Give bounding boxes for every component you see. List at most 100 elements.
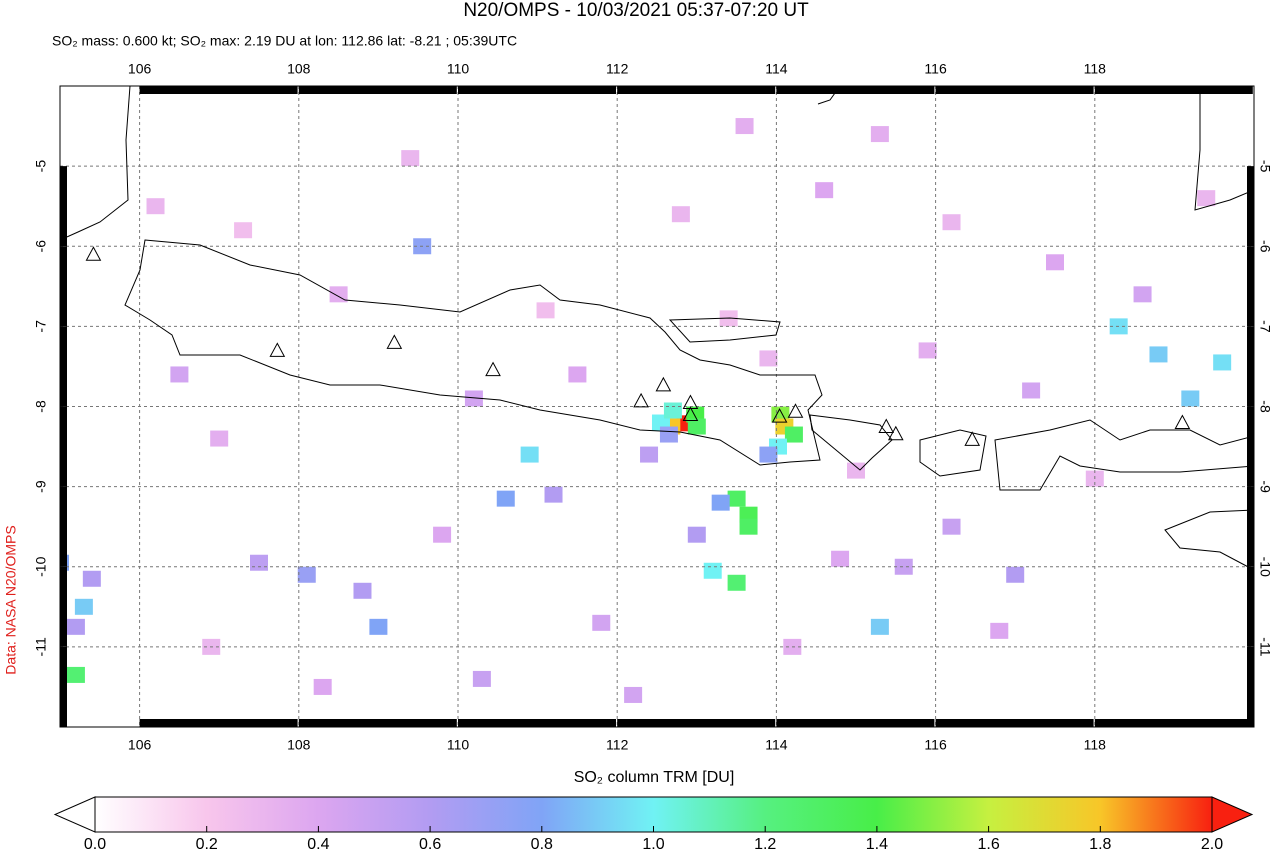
so2-cell [1197,190,1216,207]
axes-layer: 106 106 108 108 110 110 112 112 114 114 116 116 118 1… [33,61,1272,753]
x-tick-mark [1094,719,1253,727]
colorbar-tick-label: 0.8 [531,836,553,853]
y-tick-mark [60,246,67,327]
so2-cell [687,418,706,435]
y-tick-label: -10 [1257,557,1272,577]
colorbar-tick-label: 1.6 [977,836,999,853]
so2-cell [1181,390,1200,407]
y-tick-label: -8 [1257,400,1272,413]
x-tick-mark [458,86,616,94]
coast-sumbawa [994,419,1254,491]
so2-cell [329,286,348,303]
so2-cell [640,446,659,463]
x-tick-label: 112 [606,737,629,753]
colorbar-tick-label: 0.4 [307,836,329,853]
so2-cell [735,118,754,135]
colorbar-tick-label: 1.4 [866,836,888,853]
volcano [85,246,102,261]
so2-cell [990,622,1009,639]
so2-cell [784,426,803,443]
so2-cell [313,678,332,695]
colorbar-tick-label: 1.8 [1089,836,1111,853]
so2-cell [568,366,587,383]
so2-cell [1046,254,1064,271]
x-tick-label: 106 [128,61,152,77]
so2-cell [369,618,388,635]
volcano [964,431,981,446]
so2-cell [1022,382,1041,399]
y-tick-label: -9 [1257,480,1272,493]
so2-cell [942,518,961,535]
x-tick-label: 118 [1084,737,1107,753]
so2-cell [703,562,722,579]
x-tick-mark [139,719,298,727]
x-tick-label: 118 [1084,61,1107,77]
so2-cell [520,446,539,463]
y-tick-mark [60,646,67,727]
colorbar-low-arrow [53,796,96,833]
colorbar: 0.0 0.2 0.4 0.6 0.8 1.0 1.2 1.4 1.6 1.8 2.0 [53,796,1254,853]
chart-subtitle: SO₂ mass: 0.600 kt; SO₂ max: 2.19 DU at … [52,33,517,49]
volcano [269,342,286,357]
x-tick-mark [776,86,935,94]
colorbar-tick-label: 1.0 [642,836,664,853]
y-tick-mark [1247,486,1254,567]
so2-cell [146,198,165,215]
so2-cell [496,490,515,507]
cell-layer [60,118,1232,703]
so2-cell [464,390,483,407]
volcano [485,361,501,377]
volcano [386,334,403,349]
x-tick-label: 114 [765,737,788,753]
so2-cell [711,494,730,511]
colorbar-tick-label: 0.0 [84,836,106,853]
so2-cell [815,182,834,199]
y-tick-label: -6 [1257,240,1272,253]
so2-cell [170,366,189,383]
colorbar-high-arrow [1211,796,1254,833]
so2-cell [759,446,778,463]
y-tick-label: -6 [33,240,49,253]
so2-cell [592,614,611,631]
so2-cell [66,618,85,635]
so2-cell [66,666,85,683]
x-tick-label: 108 [287,737,311,753]
so2-cell [847,462,865,479]
x-tick-label: 110 [447,737,470,753]
y-tick-mark [60,566,67,647]
so2-cell [234,222,253,239]
y-tick-mark [60,486,67,567]
y-tick-mark [1247,166,1254,247]
coast-bali [809,414,893,471]
so2-cell [1133,286,1152,303]
colorbar-tick-label: 1.2 [754,836,776,853]
coast-java [124,239,823,466]
colorbar-label: SO₂ column TRM [DU] [574,769,735,786]
so2-cell [739,506,758,523]
volcano [878,418,895,434]
x-tick-mark [298,719,457,727]
so2-cell [739,518,758,535]
so2-cell [870,126,889,143]
so2-cell [472,670,491,687]
x-tick-mark [935,86,1094,94]
x-tick-label: 112 [606,61,629,77]
so2-cell [651,414,670,431]
chart-title: N20/OMPS - 10/03/2021 05:37-07:20 UT [463,0,809,21]
so2-cell [433,526,452,543]
coast-lombok [919,429,987,477]
y-tick-label: -10 [33,556,49,576]
so2-cell [727,490,746,507]
volcano-layer [85,246,1191,446]
x-tick-label: 114 [765,61,788,77]
x-tick-mark [139,86,298,94]
volcano [655,376,672,392]
so2-cell [671,206,690,223]
so2-cell [297,566,316,583]
so2-cell [1149,346,1168,363]
so2-cell [74,598,93,615]
coast-sulawesi [1194,86,1254,211]
x-tick-mark [458,719,616,727]
y-tick-mark [1247,246,1254,327]
x-tick-label: 106 [128,737,152,753]
